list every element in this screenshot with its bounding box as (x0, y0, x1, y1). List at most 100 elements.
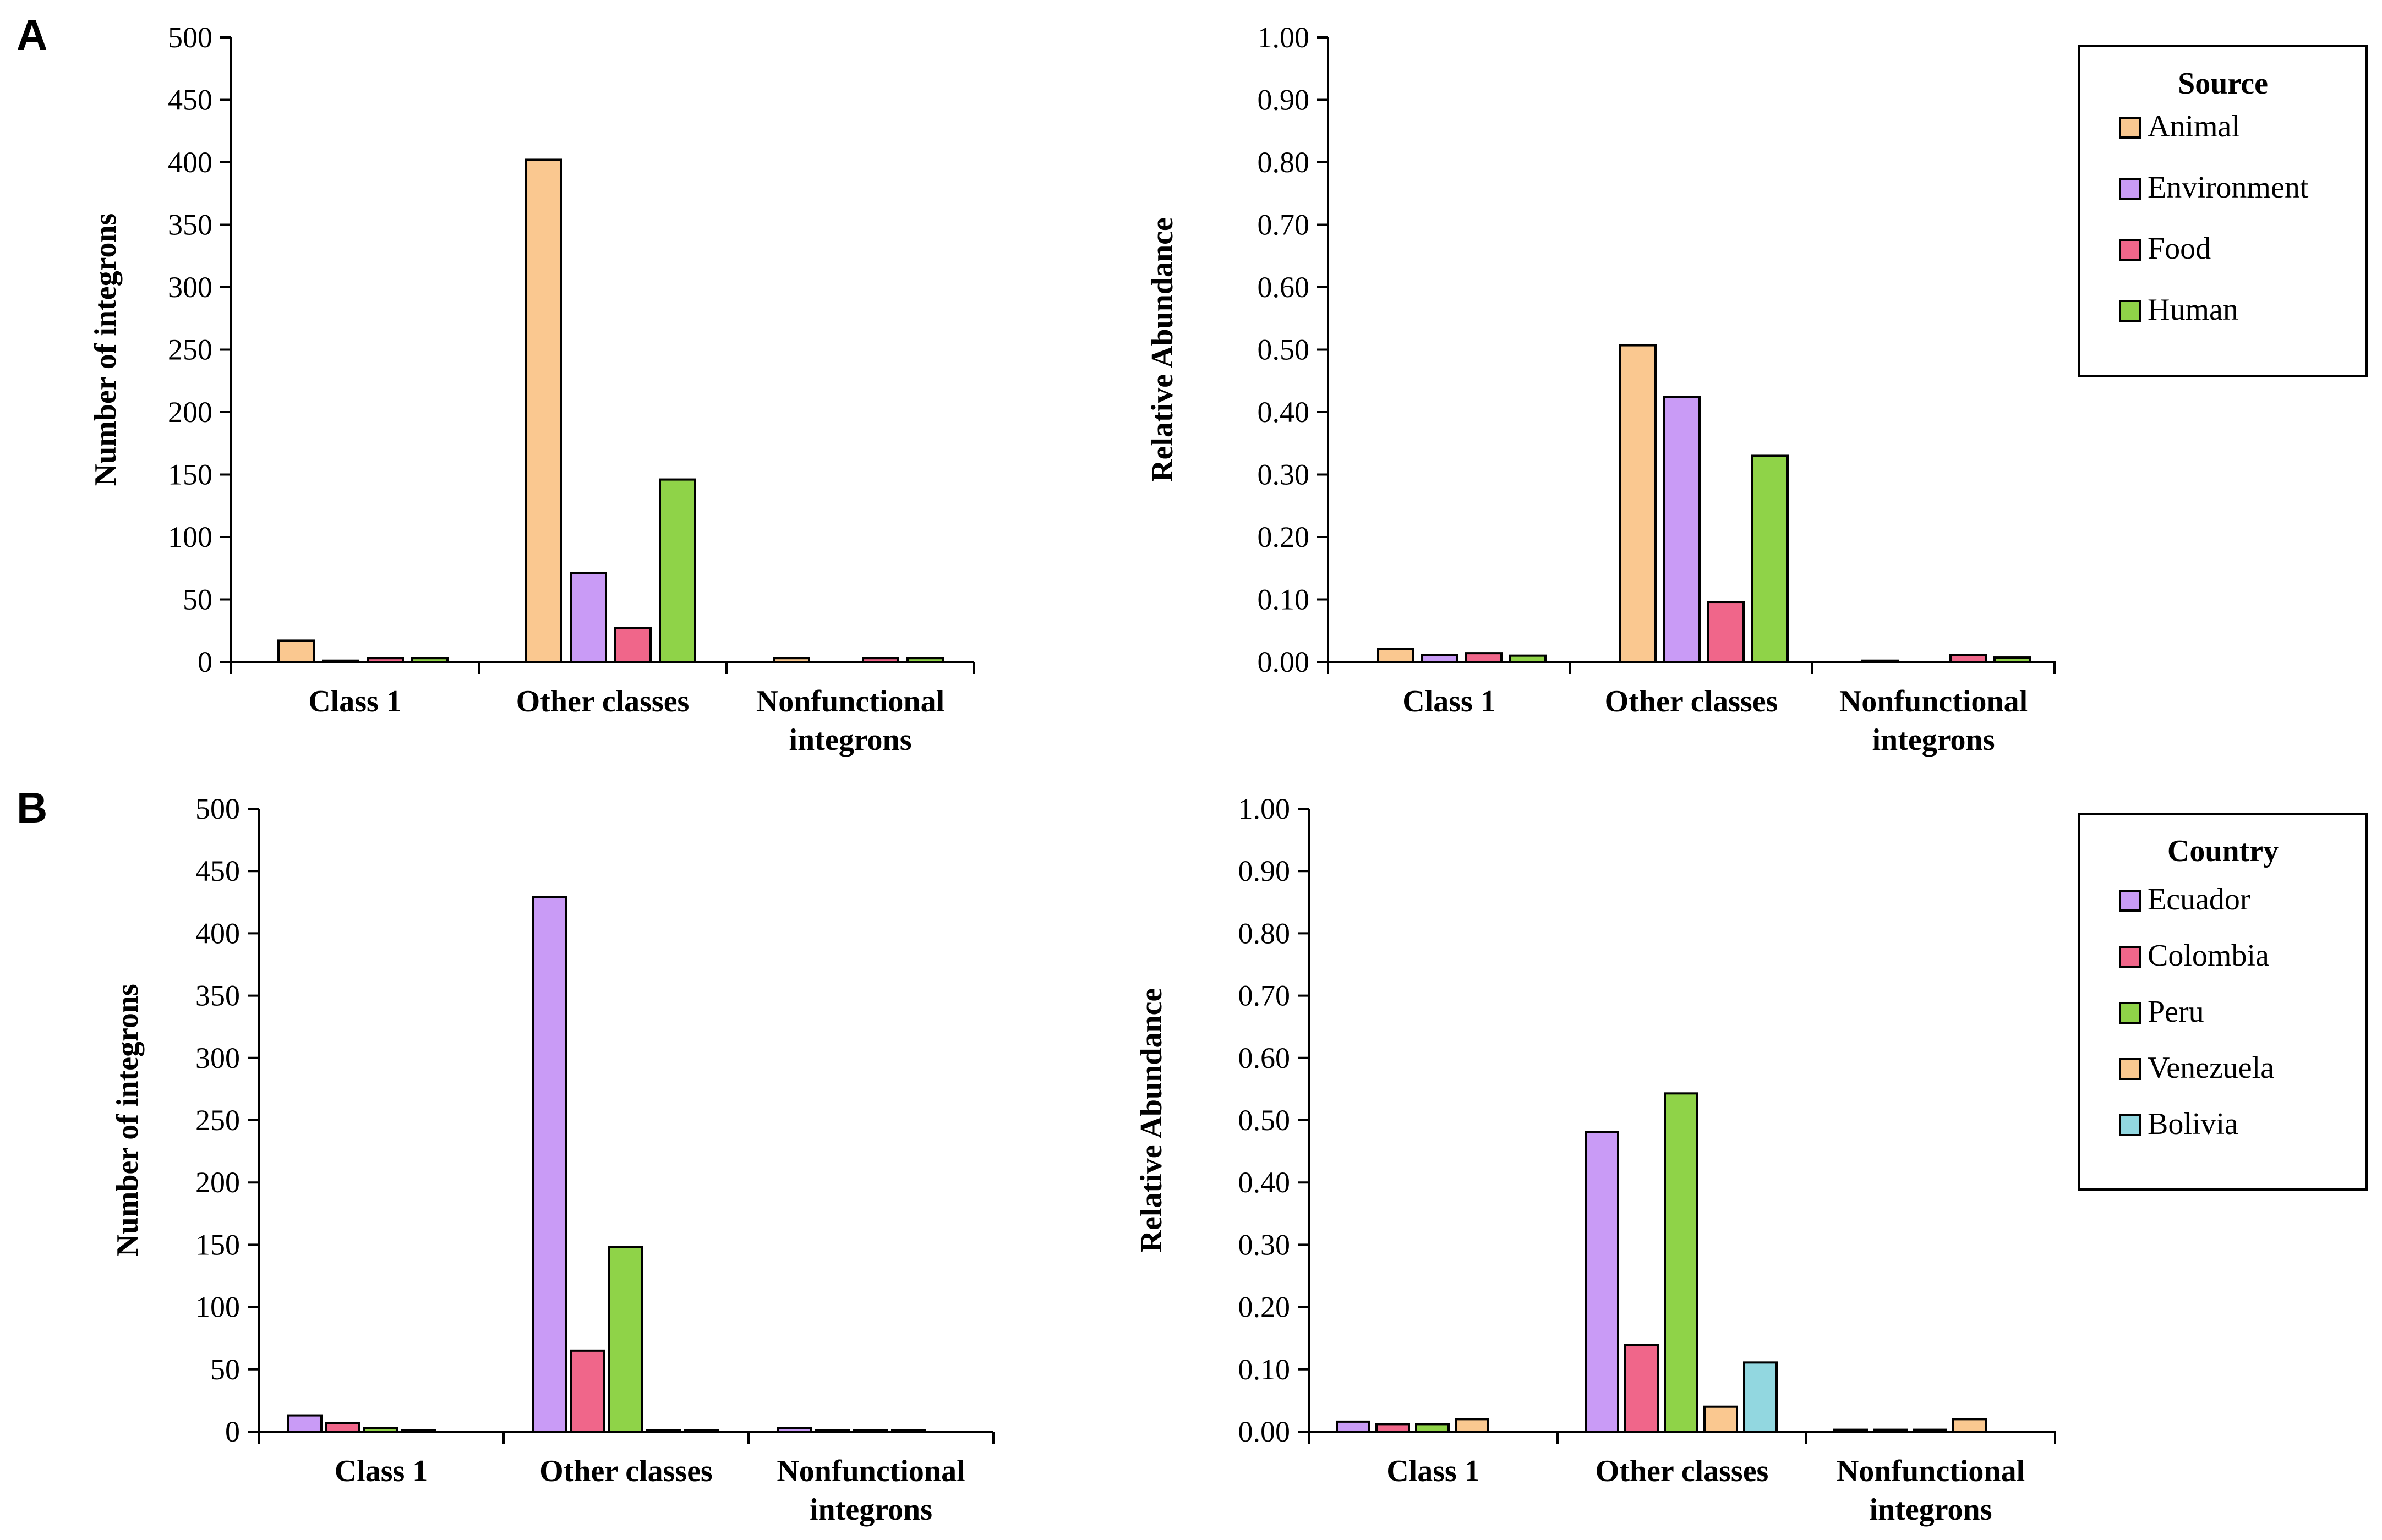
y-tick-label: 250 (168, 333, 212, 366)
bar-ecuador-class-1 (1336, 1420, 1370, 1433)
y-tick-label: 0.30 (1238, 1228, 1291, 1261)
y-tick-label: 0.40 (1238, 1166, 1291, 1199)
y-tick-label: 400 (168, 146, 212, 179)
y-tick-label: 0.30 (1258, 458, 1310, 491)
chart-b-relative-abundance: 0.00 0.10 0.20 0.30 0.40 0.50 0.60 0.70 0.80 0.90… (1134, 792, 2056, 1527)
bar-bolivia-other-classes (1743, 1361, 1778, 1433)
legend-swatch-peru (2119, 1002, 2141, 1024)
x-tick-label-class-1: Class 1 (308, 684, 402, 719)
bar-ecuador-class-1 (287, 1414, 323, 1433)
y-tick-label: 0 (198, 645, 212, 678)
bar-animal-class-1 (1377, 648, 1414, 664)
y-tick-label: 0.70 (1258, 209, 1310, 242)
y-tick-label: 350 (168, 209, 212, 242)
legend-swatch-environment (2119, 178, 2141, 200)
x-tick-label-other-classes: Other classes (1605, 684, 1778, 719)
legend-country: Country Ecuador Colombia Peru Venezuela Boliv… (2078, 813, 2368, 1191)
legend-label-bolivia: Bolivia (2148, 1107, 2238, 1141)
bar-human-other-classes (659, 478, 696, 664)
y-tick-label: 450 (195, 854, 240, 887)
bar-venezuela-other-classes (1703, 1405, 1738, 1433)
bar-venezuela-class-1 (1455, 1418, 1489, 1433)
bar-food-other-classes (614, 627, 652, 663)
y-axis-title: Relative Abundance (1134, 988, 1168, 1253)
x-tick-label-nonfunctional-integrons: Nonfunctional integrons (1837, 1454, 2025, 1527)
bar-human-other-classes (1751, 454, 1789, 663)
x-tick-label-nonfunctional-integrons: Nonfunctional integrons (756, 684, 944, 757)
y-tick-label: 0.20 (1258, 520, 1310, 553)
legend-label-venezuela: Venezuela (2148, 1051, 2274, 1085)
legend-swatch-human (2119, 300, 2141, 322)
chart-a-count: 0 50 100 150 200 250 300 350 400 450 500 Class 1 Oth… (89, 21, 975, 757)
y-tick-label: 0.50 (1258, 333, 1310, 366)
bar-ecuador-other-classes (532, 896, 567, 1433)
y-tick-label: 50 (183, 583, 212, 616)
bar-peru-other-classes (608, 1246, 643, 1433)
legend-swatch-colombia (2119, 946, 2141, 968)
y-tick-label: 0.00 (1238, 1415, 1291, 1448)
y-axis-title: Relative Abundance (1145, 217, 1179, 482)
y-tick-label: 0.80 (1258, 146, 1310, 179)
legend-swatch-bolivia (2119, 1114, 2141, 1136)
legend-label-animal: Animal (2148, 109, 2240, 144)
y-tick-label: 0.90 (1238, 854, 1291, 887)
legend-swatch-venezuela (2119, 1058, 2141, 1080)
x-tick-label-other-classes: Other classes (539, 1454, 713, 1488)
y-tick-label: 250 (195, 1104, 240, 1137)
bar-venezuela-nonfunctional-integrons (1952, 1418, 1987, 1433)
legend-label-ecuador: Ecuador (2148, 883, 2250, 917)
y-tick-label: 0.10 (1258, 583, 1310, 616)
y-tick-label: 0.60 (1238, 1042, 1291, 1075)
legend-swatch-food (2119, 239, 2141, 261)
legend-source: Source Animal Environment Food Human (2078, 45, 2368, 377)
y-tick-label: 0.70 (1238, 979, 1291, 1012)
chart-a-relative-abundance: 0.00 0.10 0.20 0.30 0.40 0.50 0.60 0.70 0.80 0.90… (1145, 21, 2056, 757)
bar-colombia-other-classes (1624, 1344, 1659, 1433)
y-tick-label: 200 (195, 1166, 240, 1199)
y-tick-label: 0.40 (1258, 396, 1310, 429)
y-tick-label: 1.00 (1238, 792, 1291, 825)
panel-label-b: B (17, 783, 47, 832)
y-tick-label: 500 (195, 792, 240, 825)
y-tick-label: 0.00 (1258, 645, 1310, 678)
y-axis-title: Number of integrons (111, 984, 145, 1257)
legend-label-colombia: Colombia (2148, 939, 2269, 973)
legend-label-peru: Peru (2148, 995, 2204, 1029)
legend-label-environment: Environment (2148, 171, 2309, 205)
legend-label-food: Food (2148, 232, 2211, 266)
y-tick-label: 0.10 (1238, 1353, 1291, 1386)
y-tick-label: 400 (195, 917, 240, 950)
y-tick-label: 100 (168, 520, 212, 553)
y-tick-label: 300 (168, 271, 212, 304)
x-tick-label-nonfunctional-integrons: Nonfunctional integrons (1839, 684, 2028, 757)
chart-b-count: 0 50 100 150 200 250 300 350 400 450 500 Class 1 Oth… (111, 792, 995, 1527)
y-tick-label: 200 (168, 396, 212, 429)
bar-food-class-1 (1465, 652, 1503, 663)
bar-colombia-class-1 (325, 1422, 360, 1433)
x-tick-label-nonfunctional-integrons: Nonfunctional integrons (777, 1454, 965, 1527)
y-tick-label: 0.60 (1258, 271, 1310, 304)
y-tick-label: 0.80 (1238, 917, 1291, 950)
legend-swatch-ecuador (2119, 890, 2141, 912)
bar-ecuador-other-classes (1585, 1131, 1619, 1433)
y-tick-label: 0 (225, 1415, 240, 1448)
y-tick-label: 0.90 (1258, 84, 1310, 117)
bar-colombia-other-classes (570, 1349, 605, 1433)
bar-food-other-classes (1707, 601, 1745, 664)
bar-peru-class-1 (1415, 1423, 1450, 1433)
x-tick-label-other-classes: Other classes (1596, 1454, 1769, 1488)
x-tick-label-class-1: Class 1 (335, 1454, 428, 1488)
y-tick-label: 50 (210, 1353, 240, 1386)
y-tick-label: 100 (195, 1291, 240, 1324)
y-tick-label: 350 (195, 979, 240, 1012)
x-tick-label-class-1: Class 1 (1402, 684, 1496, 719)
y-tick-label: 1.00 (1258, 21, 1310, 54)
legend-label-human: Human (2148, 293, 2238, 327)
y-tick-label: 0.50 (1238, 1104, 1291, 1137)
legend-title: Source (2178, 67, 2268, 101)
bar-environment-other-classes (1663, 396, 1701, 663)
panel-label-a: A (17, 10, 47, 59)
bar-animal-class-1 (277, 639, 315, 664)
x-tick-label-class-1: Class 1 (1386, 1454, 1480, 1488)
